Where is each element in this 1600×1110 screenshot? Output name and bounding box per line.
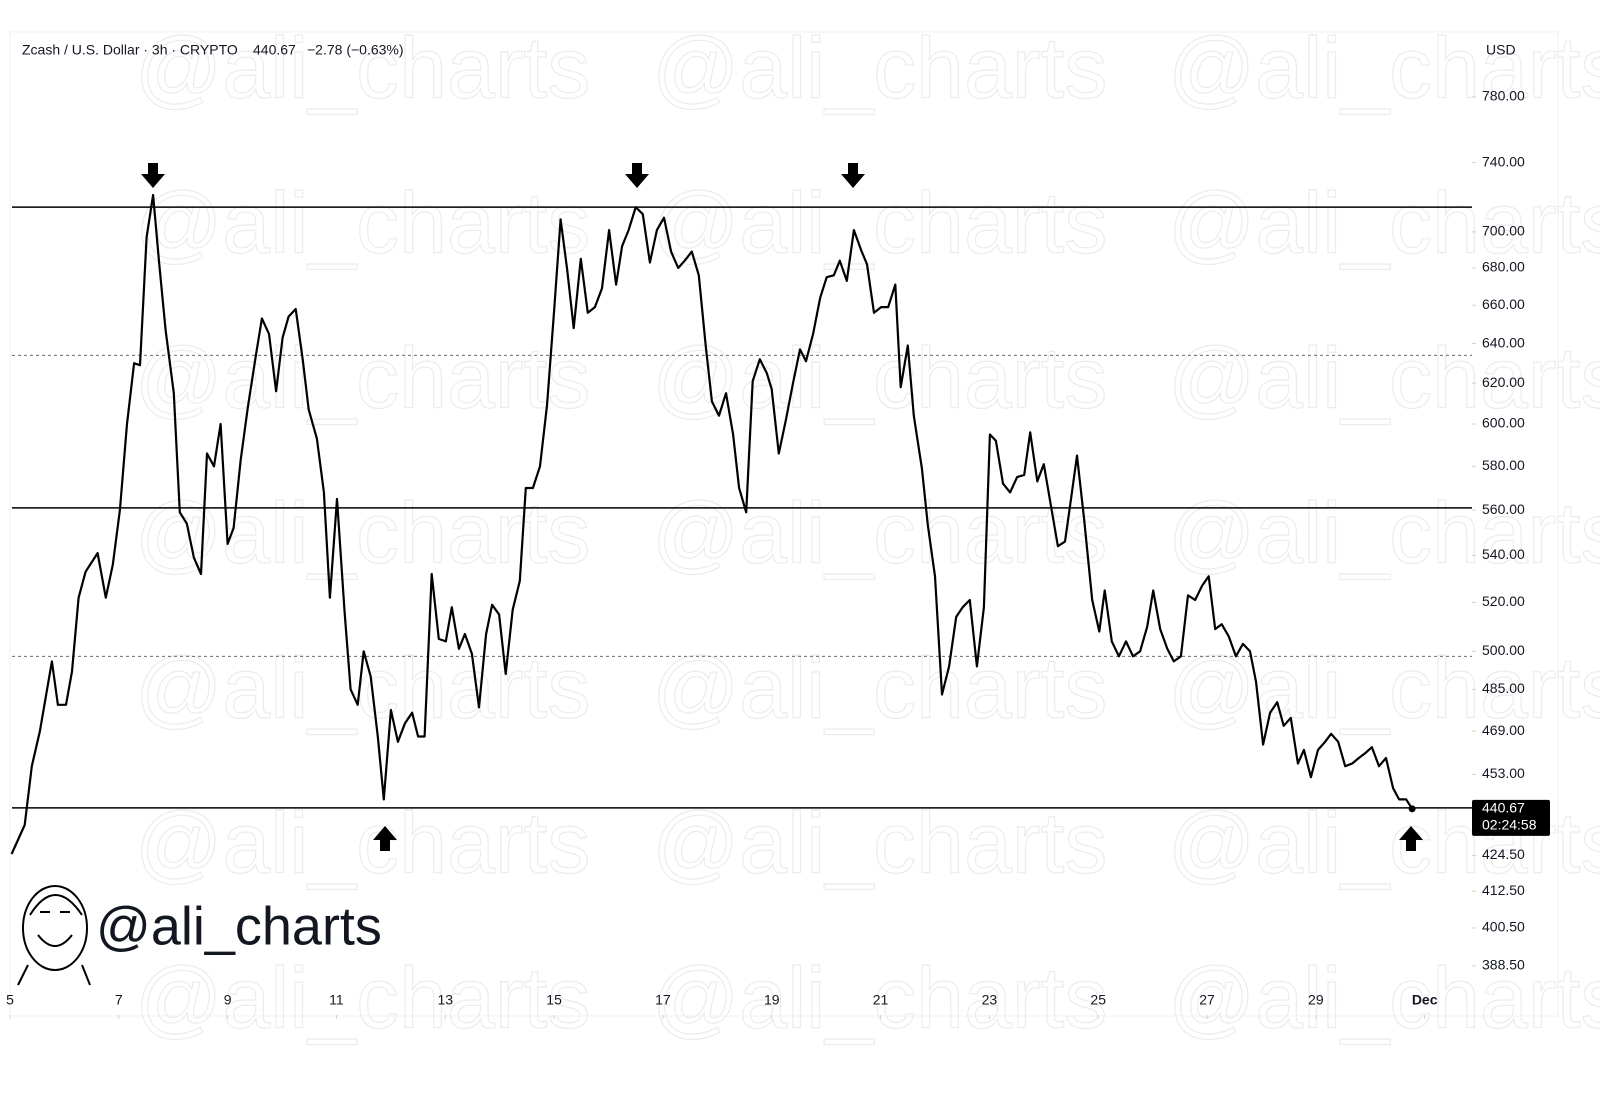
y-tick-label: 400.50	[1482, 919, 1525, 935]
watermark: @ali_charts	[652, 331, 1107, 427]
y-tick-label: 485.00	[1482, 680, 1525, 696]
header-change: −2.78 (−0.63%)	[307, 42, 404, 58]
watermark: @ali_charts	[652, 21, 1107, 117]
watermark: @ali_charts	[135, 951, 590, 1047]
y-tick-label: 560.00	[1482, 501, 1525, 517]
plot: 780.00 740.00 700.00 680.00 660.00 640.00 620.…	[6, 88, 1550, 1019]
x-tick-label: 23	[982, 992, 998, 1008]
currency: USD	[1486, 42, 1516, 58]
watermark: @ali_charts	[135, 796, 590, 892]
watermarks: @ali_charts @ali_charts @ali_charts @ali_ch…	[134, 20, 1600, 1047]
y-tick-label: 469.00	[1482, 722, 1525, 738]
y-tick-label: 680.00	[1482, 259, 1525, 275]
price-tag	[1472, 799, 1550, 836]
y-tick-label: 388.50	[1482, 957, 1525, 973]
y-tick-label: 540.00	[1482, 546, 1525, 562]
y-tick-label: 500.00	[1482, 642, 1525, 658]
watermark: @ali_charts	[135, 176, 590, 272]
y-tick-label: 640.00	[1482, 334, 1525, 350]
x-tick-label: 11	[329, 992, 344, 1008]
frame	[9, 31, 1559, 1017]
watermark: @ali_charts	[652, 486, 1107, 582]
y-tick-label: 412.50	[1482, 882, 1525, 898]
y-tick-label: 520.00	[1482, 593, 1525, 609]
countdown-label: 02:24:58	[1482, 817, 1537, 833]
y-tick-label: 740.00	[1482, 153, 1525, 169]
logo-text: @ali_charts	[96, 896, 382, 956]
chart-title: Zcash / U.S. Dollar · 3h · CRYPTO	[22, 42, 238, 58]
watermark: @ali_charts	[135, 486, 590, 582]
x-tick-label: 5	[6, 992, 14, 1008]
watermark: @ali_charts	[1168, 951, 1600, 1047]
watermark: @ali_charts	[135, 331, 590, 427]
x-tick-label: 29	[1308, 992, 1324, 1008]
y-tick-label: 660.00	[1482, 296, 1525, 312]
watermark: @ali_charts	[652, 951, 1107, 1047]
x-tick-label: 15	[546, 992, 562, 1008]
y-tick-label: 780.00	[1482, 88, 1525, 104]
up-arrow	[1399, 826, 1423, 851]
watermark: @ali_charts	[652, 176, 1107, 272]
watermark: @ali_charts	[1168, 176, 1600, 272]
watermark: @ali_charts	[652, 641, 1107, 737]
y-tick-label: 600.00	[1482, 415, 1525, 431]
x-tick-label: 7	[115, 992, 123, 1008]
y-tick-label: 700.00	[1482, 223, 1525, 239]
price-line	[10, 193, 1414, 855]
x-tick-label: 13	[437, 992, 453, 1008]
arrows	[141, 163, 1423, 851]
x-tick-label: Dec	[1412, 992, 1438, 1008]
x-tick-label: 21	[873, 992, 889, 1008]
watermark: @ali_charts	[1168, 486, 1600, 582]
x-tick-label: 17	[655, 992, 671, 1008]
y-tick-label: 620.00	[1482, 374, 1525, 390]
watermark: @ali_charts	[1168, 21, 1600, 117]
watermark: @ali_charts	[1168, 641, 1600, 737]
logo-face	[17, 885, 91, 986]
down-arrow	[625, 163, 649, 188]
x-tick-label: 27	[1199, 992, 1215, 1008]
watermark: @ali_charts	[135, 21, 590, 117]
last-point	[1408, 805, 1416, 813]
down-arrow	[141, 163, 165, 188]
price-tag-label: 440.67	[1482, 800, 1525, 816]
down-arrow	[841, 163, 865, 188]
y-tick-label: 453.00	[1482, 765, 1525, 781]
y-tick-label: 424.50	[1482, 846, 1525, 862]
up-arrow	[373, 826, 397, 851]
x-tick-label: 25	[1090, 992, 1106, 1008]
header-price: 440.67	[253, 42, 296, 58]
watermark: @ali_charts	[652, 796, 1107, 892]
x-tick-label: 9	[224, 992, 232, 1008]
watermark: @ali_charts	[1168, 331, 1600, 427]
x-tick-label: 19	[764, 992, 780, 1008]
y-tick-label: 580.00	[1482, 457, 1525, 473]
